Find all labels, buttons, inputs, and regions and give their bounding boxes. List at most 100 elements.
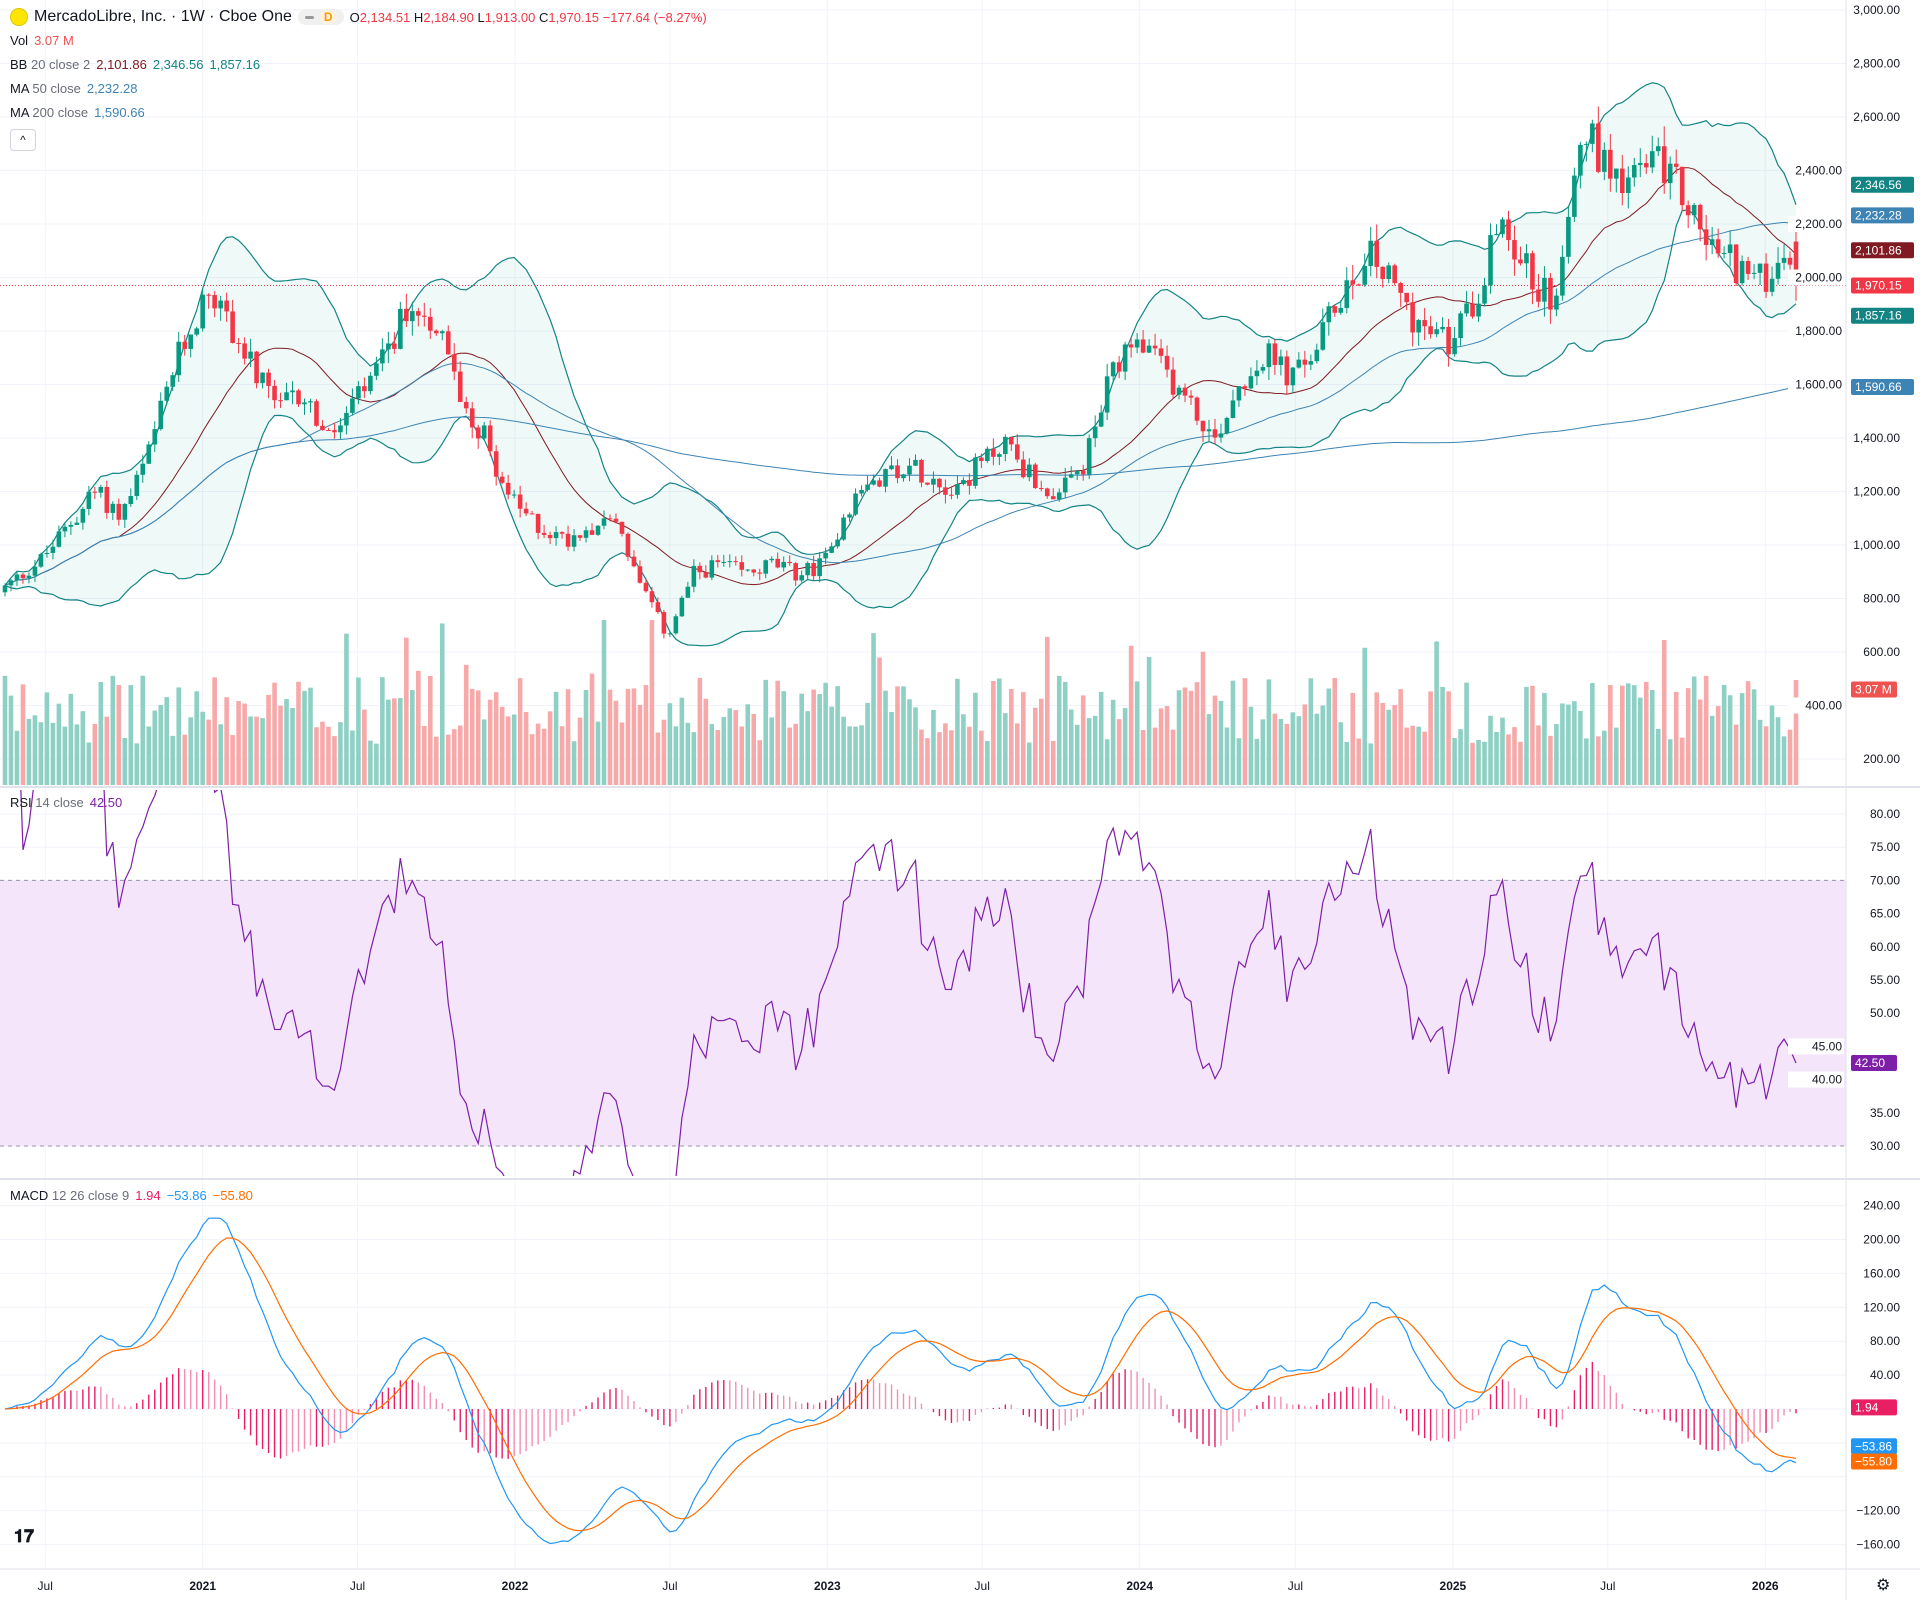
bb-lower-value: 1,857.16 — [209, 57, 261, 72]
candle-body — [859, 489, 864, 494]
price-axis[interactable]: 3,000.00 2,800.00 2,600.00 2,400.00 2,200.00… — [1788, 3, 1900, 1552]
candle-body — [1236, 386, 1242, 401]
price-tick-label: 1,200.00 — [1853, 485, 1900, 499]
candle-body — [1500, 219, 1505, 235]
price-tick-label: 800.00 — [1863, 592, 1900, 606]
bb-legend[interactable]: BB 20 close 2 2,101.86 2,346.56 1,857.16 — [10, 57, 260, 72]
open-label: O — [349, 9, 360, 25]
time-axis[interactable]: Jul 2021 Jul 2022 Jul 2023 Jul 2024 Jul 2025 Jul 20… — [38, 1579, 1779, 1593]
volume-bar — [374, 743, 379, 785]
volume-bar — [86, 742, 92, 785]
candle-body — [248, 351, 253, 359]
volume-bar — [200, 711, 205, 785]
candle-body — [1679, 166, 1685, 206]
candle-body — [643, 582, 649, 592]
volume-bar — [1500, 717, 1505, 785]
candle-body — [721, 561, 727, 563]
symbol-title[interactable]: MercadoLibre, Inc. · 1W · Cboe One — [34, 8, 292, 25]
rsi-legend[interactable]: RSI 14 close 42.50 — [10, 795, 122, 810]
rsi-tick-label: 40.00 — [1812, 1073, 1842, 1087]
candle-body — [673, 616, 679, 634]
candle-body — [152, 429, 158, 445]
candle-body — [1721, 253, 1727, 255]
candle-body — [925, 482, 930, 485]
candle-body — [44, 552, 50, 555]
volume-bar — [1278, 718, 1284, 785]
volume-legend[interactable]: Vol 3.07 M — [10, 33, 74, 48]
time-tick-label: 2021 — [189, 1579, 216, 1593]
candle-body — [1769, 278, 1775, 292]
axis-value-badge-text: −53.86 — [1855, 1439, 1892, 1453]
candle-body — [1350, 280, 1356, 285]
ma50-legend[interactable]: MA 50 close 2,232.28 — [10, 81, 137, 96]
tick-label-plate — [1788, 1038, 1844, 1055]
volume-bar — [1566, 704, 1571, 785]
bb-params: 20 close 2 — [30, 57, 91, 72]
ma50-value: 2,232.28 — [86, 81, 138, 96]
candle-body — [338, 425, 343, 433]
candle-body — [583, 530, 589, 538]
candle-body — [326, 430, 331, 432]
volume-bar — [1152, 727, 1158, 785]
candle-body — [1649, 151, 1655, 168]
vol-label: Vol — [10, 33, 29, 48]
macd-legend[interactable]: MACD 12 26 close 9 1.94 −53.86 −55.80 — [10, 1188, 253, 1203]
candle-body — [290, 390, 295, 393]
rsi-tick-label: 55.00 — [1870, 973, 1900, 987]
candle-body — [727, 561, 733, 563]
collapse-legend-button[interactable]: ^ — [10, 129, 36, 151]
volume-bar — [1248, 706, 1254, 785]
candle-body — [769, 558, 775, 561]
candle-body — [1230, 400, 1236, 419]
volume-bar — [14, 730, 20, 785]
candle-body — [997, 454, 1002, 457]
volume-bar — [1590, 683, 1595, 785]
volume-bar — [535, 723, 541, 785]
candle-body — [679, 597, 685, 617]
volume-bar — [493, 692, 499, 785]
candle-body — [242, 343, 247, 359]
candle-body — [1781, 257, 1787, 263]
volume-bar — [1494, 731, 1499, 785]
tradingview-logo-icon[interactable]: 𝟏𝟕 — [14, 1526, 35, 1546]
candle-body — [499, 476, 505, 483]
volume-bar — [20, 684, 26, 785]
volume-bar — [577, 717, 583, 785]
candle-body — [236, 343, 241, 345]
volume-bar — [56, 703, 62, 785]
volume-bar — [763, 679, 769, 785]
candle-body — [943, 487, 948, 495]
volume-bar — [158, 704, 164, 785]
candle-body — [1512, 240, 1517, 260]
volume-bar — [1062, 681, 1068, 785]
gear-icon[interactable]: ⚙ — [1876, 1577, 1891, 1594]
volume-bar — [679, 697, 685, 785]
volume-bar — [1440, 686, 1445, 785]
candle-body — [991, 448, 996, 457]
candle-body — [1158, 348, 1164, 356]
axis-value-badge-text: 2,101.86 — [1855, 243, 1902, 257]
volume-bar — [613, 700, 619, 785]
ma200-legend[interactable]: MA 200 close 1,590.66 — [10, 105, 145, 120]
volume-bar — [1146, 656, 1152, 785]
candle-body — [116, 503, 122, 520]
bb-basis-line — [4, 167, 1797, 586]
candle-body — [1733, 244, 1739, 284]
candle-body — [1260, 367, 1266, 371]
candle-body — [817, 558, 822, 577]
volume-bar — [1625, 683, 1631, 785]
bb-lower-line — [4, 209, 1797, 647]
volume-bar — [230, 735, 235, 785]
volume-bar — [1212, 695, 1218, 785]
candle-body — [404, 308, 409, 322]
candle-body — [529, 513, 535, 515]
volume-bar — [80, 711, 86, 785]
candle-body — [1056, 492, 1062, 500]
volume-bar — [811, 689, 816, 785]
rsi-band — [0, 879, 1846, 1147]
candle-body — [1739, 261, 1745, 284]
candle-body — [955, 484, 960, 495]
rsi-value: 42.50 — [89, 795, 123, 810]
market-status[interactable]: D — [297, 9, 344, 25]
